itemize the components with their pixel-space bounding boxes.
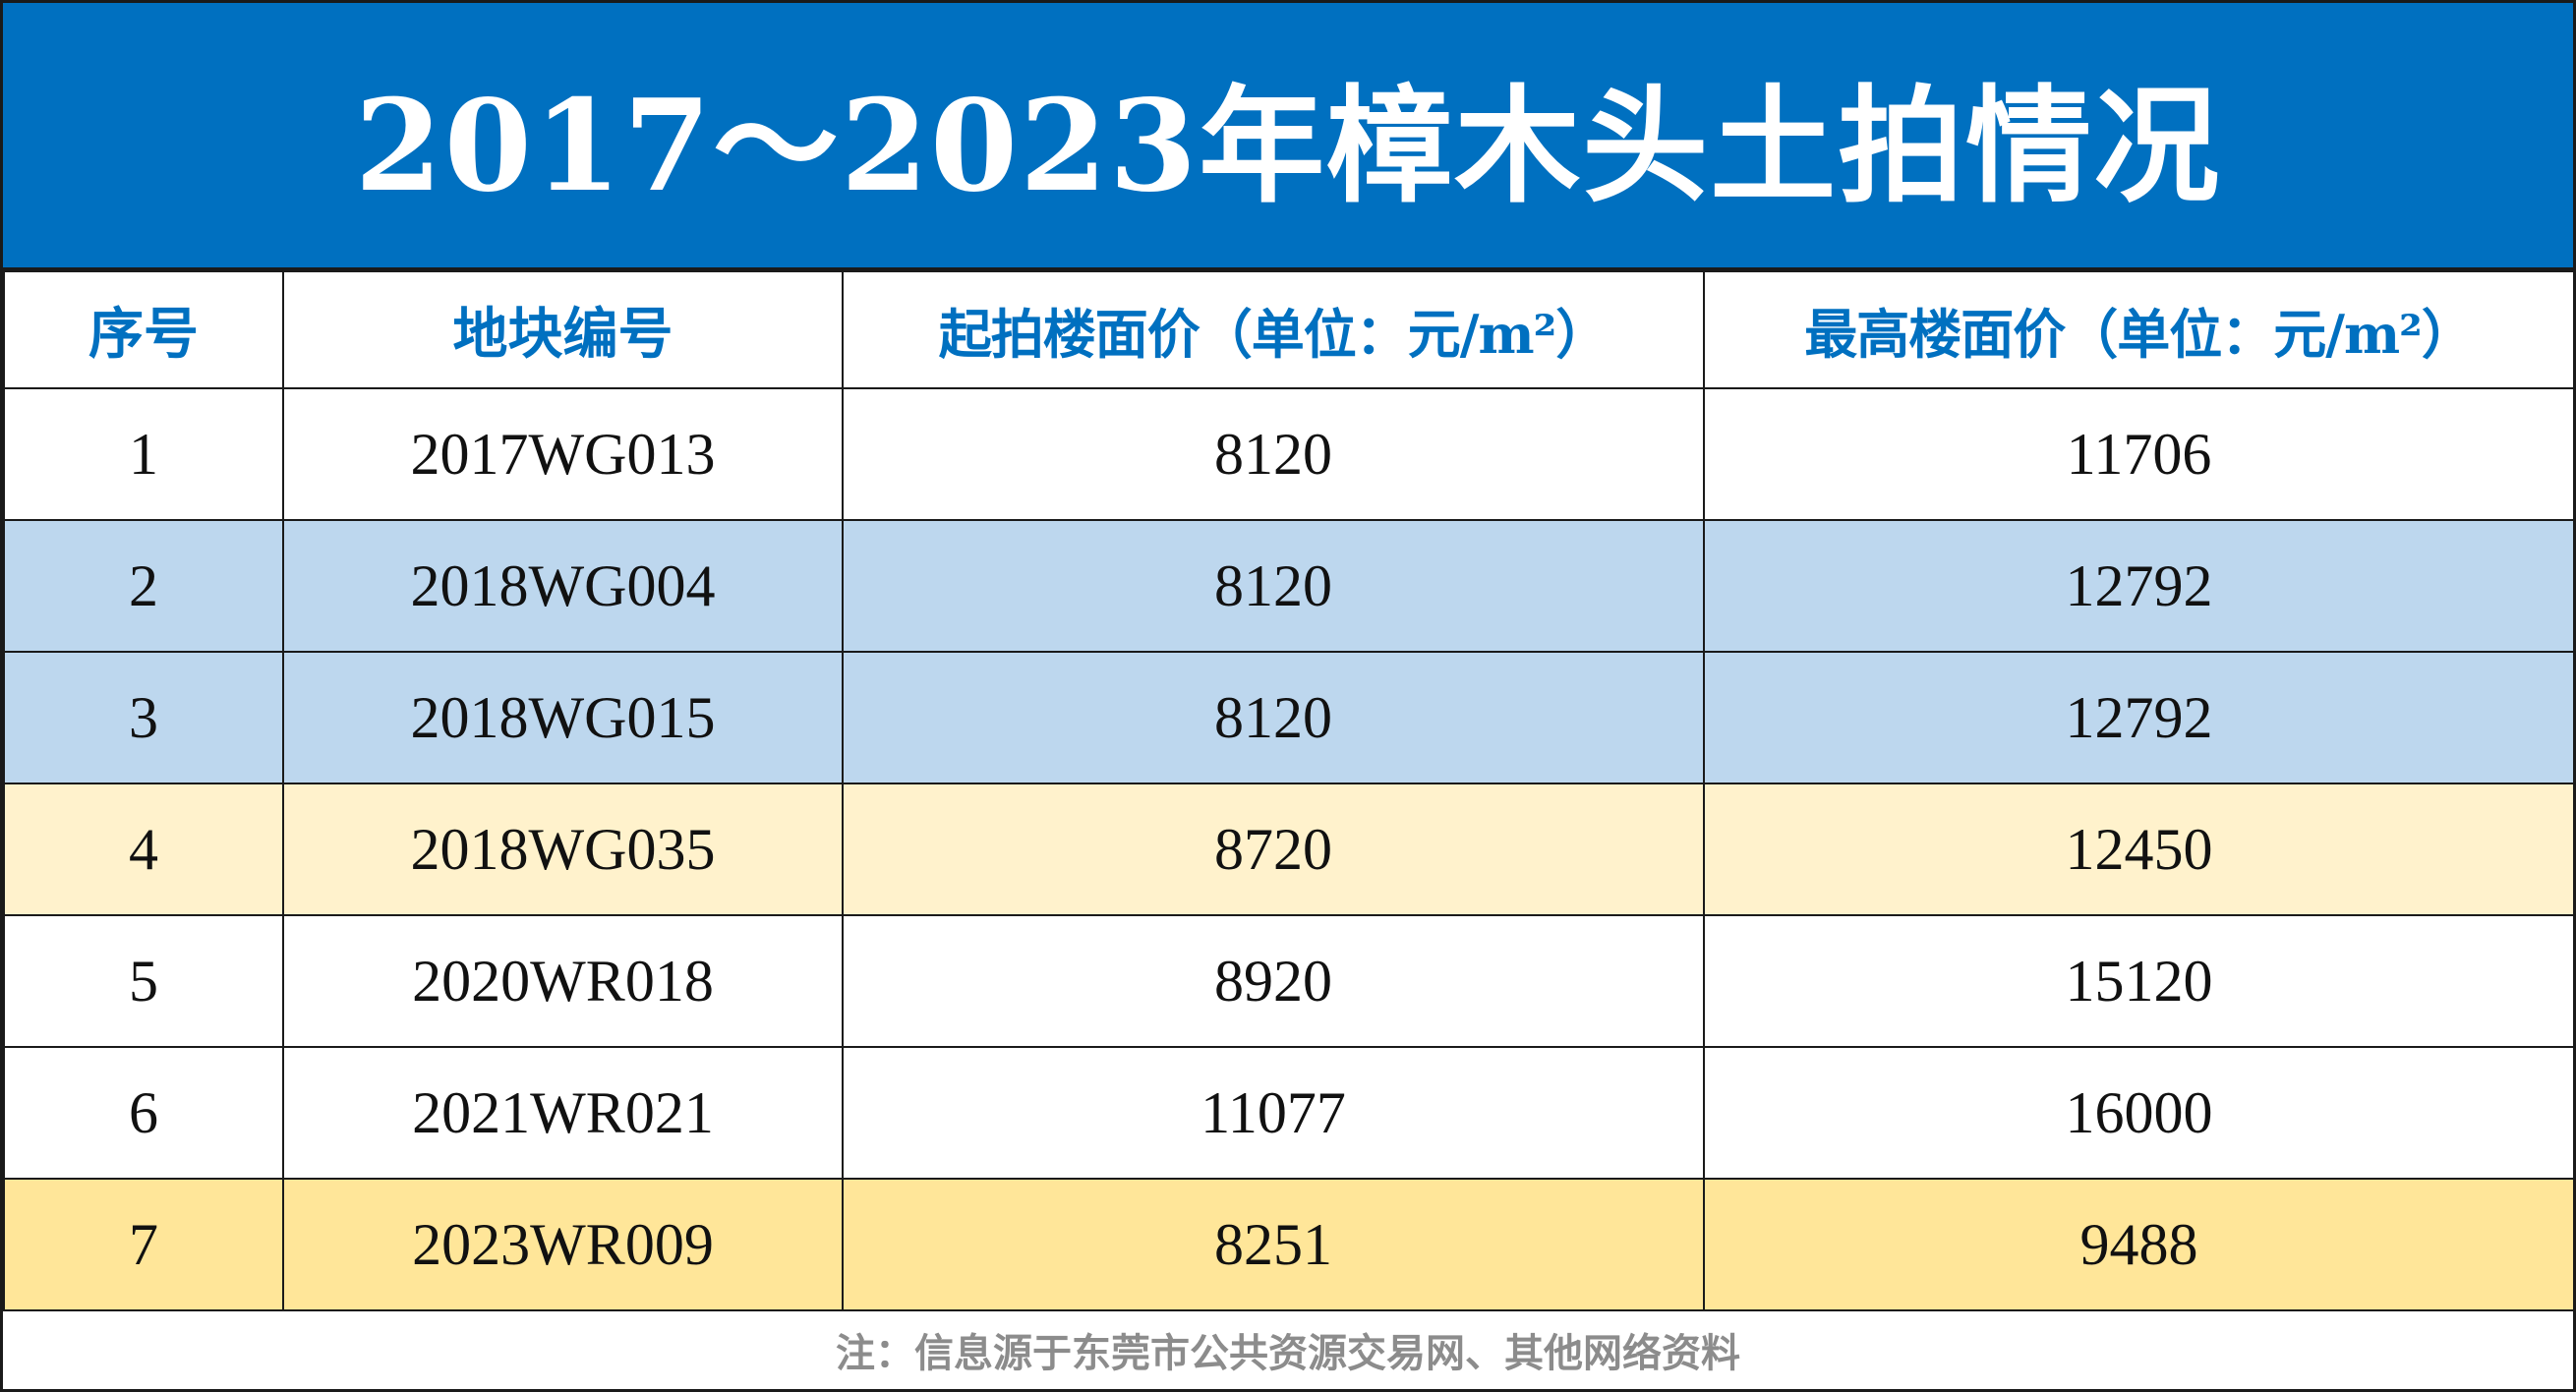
table-row: 2 2018WG004 8120 12792 (3, 519, 2575, 653)
cell-start-price: 8120 (842, 519, 1705, 653)
cell-plot-code: 2018WG035 (282, 783, 844, 916)
cell-start-price: 11077 (842, 1046, 1705, 1180)
table-row: 4 2018WG035 8720 12450 (3, 783, 2575, 916)
table-row: 7 2023WR009 8251 9488 (3, 1178, 2575, 1311)
cell-plot-code: 2018WG004 (282, 519, 844, 653)
cell-start-price: 8720 (842, 783, 1705, 916)
table-row: 6 2021WR021 11077 16000 (3, 1046, 2575, 1180)
header-row: 序号 地块编号 起拍楼面价（单位：元/m²） 最高楼面价（单位：元/m²） (3, 270, 2575, 389)
cell-max-price: 12450 (1703, 783, 2575, 916)
cell-plot-code: 2021WR021 (282, 1046, 844, 1180)
cell-plot-code: 2023WR009 (282, 1178, 844, 1311)
cell-plot-code: 2017WG013 (282, 387, 844, 521)
cell-max-price: 15120 (1703, 914, 2575, 1048)
cell-index: 4 (3, 783, 284, 916)
table-row: 1 2017WG013 8120 11706 (3, 387, 2575, 521)
header-max-price: 最高楼面价（单位：元/m²） (1703, 270, 2575, 389)
source-note: 注：信息源于东莞市公共资源交易网、其他网络资料 (836, 1330, 1740, 1376)
cell-max-price: 12792 (1703, 519, 2575, 653)
page-title: 2017～2023年樟木头土拍情况 (354, 73, 2222, 220)
title-bar: 2017～2023年樟木头土拍情况 (3, 3, 2573, 270)
cell-index: 7 (3, 1178, 284, 1311)
cell-index: 6 (3, 1046, 284, 1180)
cell-plot-code: 2018WG015 (282, 651, 844, 784)
cell-max-price: 11706 (1703, 387, 2575, 521)
header-start-price: 起拍楼面价（单位：元/m²） (842, 270, 1705, 389)
cell-index: 3 (3, 651, 284, 784)
header-index: 序号 (3, 270, 284, 389)
cell-index: 1 (3, 387, 284, 521)
cell-index: 2 (3, 519, 284, 653)
cell-start-price: 8251 (842, 1178, 1705, 1311)
cell-max-price: 9488 (1703, 1178, 2575, 1311)
cell-start-price: 8120 (842, 651, 1705, 784)
table-row: 5 2020WR018 8920 15120 (3, 914, 2575, 1048)
cell-start-price: 8920 (842, 914, 1705, 1048)
cell-max-price: 16000 (1703, 1046, 2575, 1180)
cell-plot-code: 2020WR018 (282, 914, 844, 1048)
cell-start-price: 8120 (842, 387, 1705, 521)
cell-index: 5 (3, 914, 284, 1048)
table-row: 3 2018WG015 8120 12792 (3, 651, 2575, 784)
header-plot-code: 地块编号 (282, 270, 844, 389)
cell-max-price: 12792 (1703, 651, 2575, 784)
